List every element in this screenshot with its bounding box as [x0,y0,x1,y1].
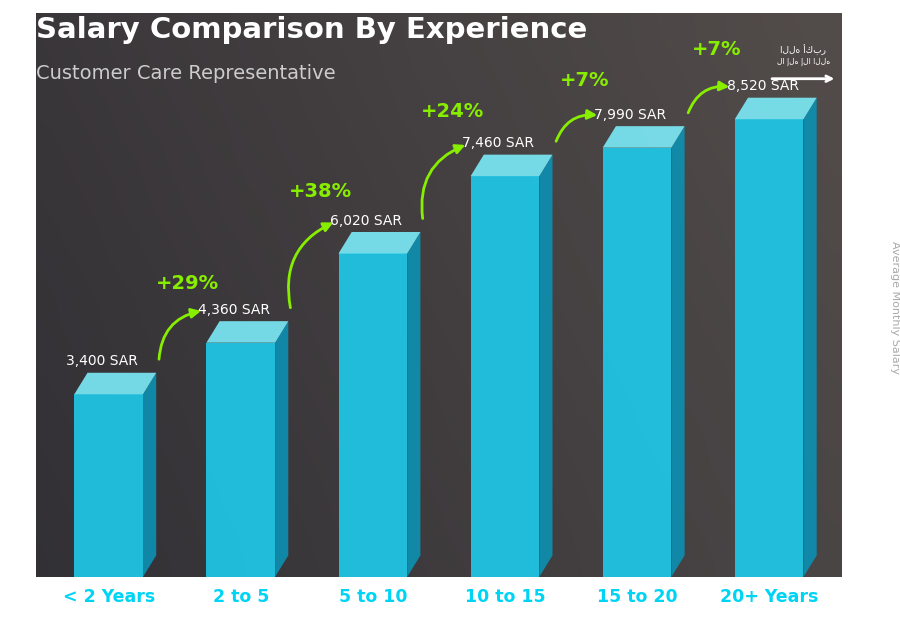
Bar [734,119,804,577]
Bar [471,176,539,577]
FancyArrowPatch shape [288,224,330,308]
Polygon shape [471,154,553,176]
Bar [206,343,275,577]
Text: +38%: +38% [288,182,352,201]
Text: Salary Comparison By Experience: Salary Comparison By Experience [36,16,587,44]
Text: salary: salary [389,604,450,623]
Bar [75,394,143,577]
FancyArrowPatch shape [688,82,726,113]
Polygon shape [671,126,685,577]
Text: 7,990 SAR: 7,990 SAR [594,108,667,122]
Polygon shape [338,232,420,253]
Polygon shape [143,373,157,577]
FancyArrowPatch shape [159,310,198,359]
FancyArrowPatch shape [422,146,463,219]
Text: 7,460 SAR: 7,460 SAR [463,137,535,151]
Polygon shape [206,321,288,343]
Polygon shape [407,232,420,577]
Text: +29%: +29% [157,274,220,293]
Polygon shape [539,154,553,577]
Text: 6,020 SAR: 6,020 SAR [330,213,402,228]
Text: Customer Care Representative: Customer Care Representative [36,64,336,83]
Text: +7%: +7% [691,40,741,59]
Text: Average Monthly Salary: Average Monthly Salary [890,241,900,374]
FancyArrowPatch shape [556,110,594,141]
Polygon shape [804,97,816,577]
Polygon shape [603,126,685,147]
Text: +24%: +24% [420,102,483,121]
Text: 4,360 SAR: 4,360 SAR [198,303,270,317]
Bar [338,253,407,577]
Polygon shape [734,97,816,119]
Text: +7%: +7% [560,71,609,90]
Text: 8,520 SAR: 8,520 SAR [726,79,798,94]
Text: explorer.com: explorer.com [450,604,567,623]
Text: الله أكبر: الله أكبر [780,44,826,54]
Text: 3,400 SAR: 3,400 SAR [66,354,138,369]
Polygon shape [75,373,157,394]
Bar [603,147,671,577]
Polygon shape [275,321,288,577]
Text: لا إله إلا الله: لا إله إلا الله [777,56,830,65]
